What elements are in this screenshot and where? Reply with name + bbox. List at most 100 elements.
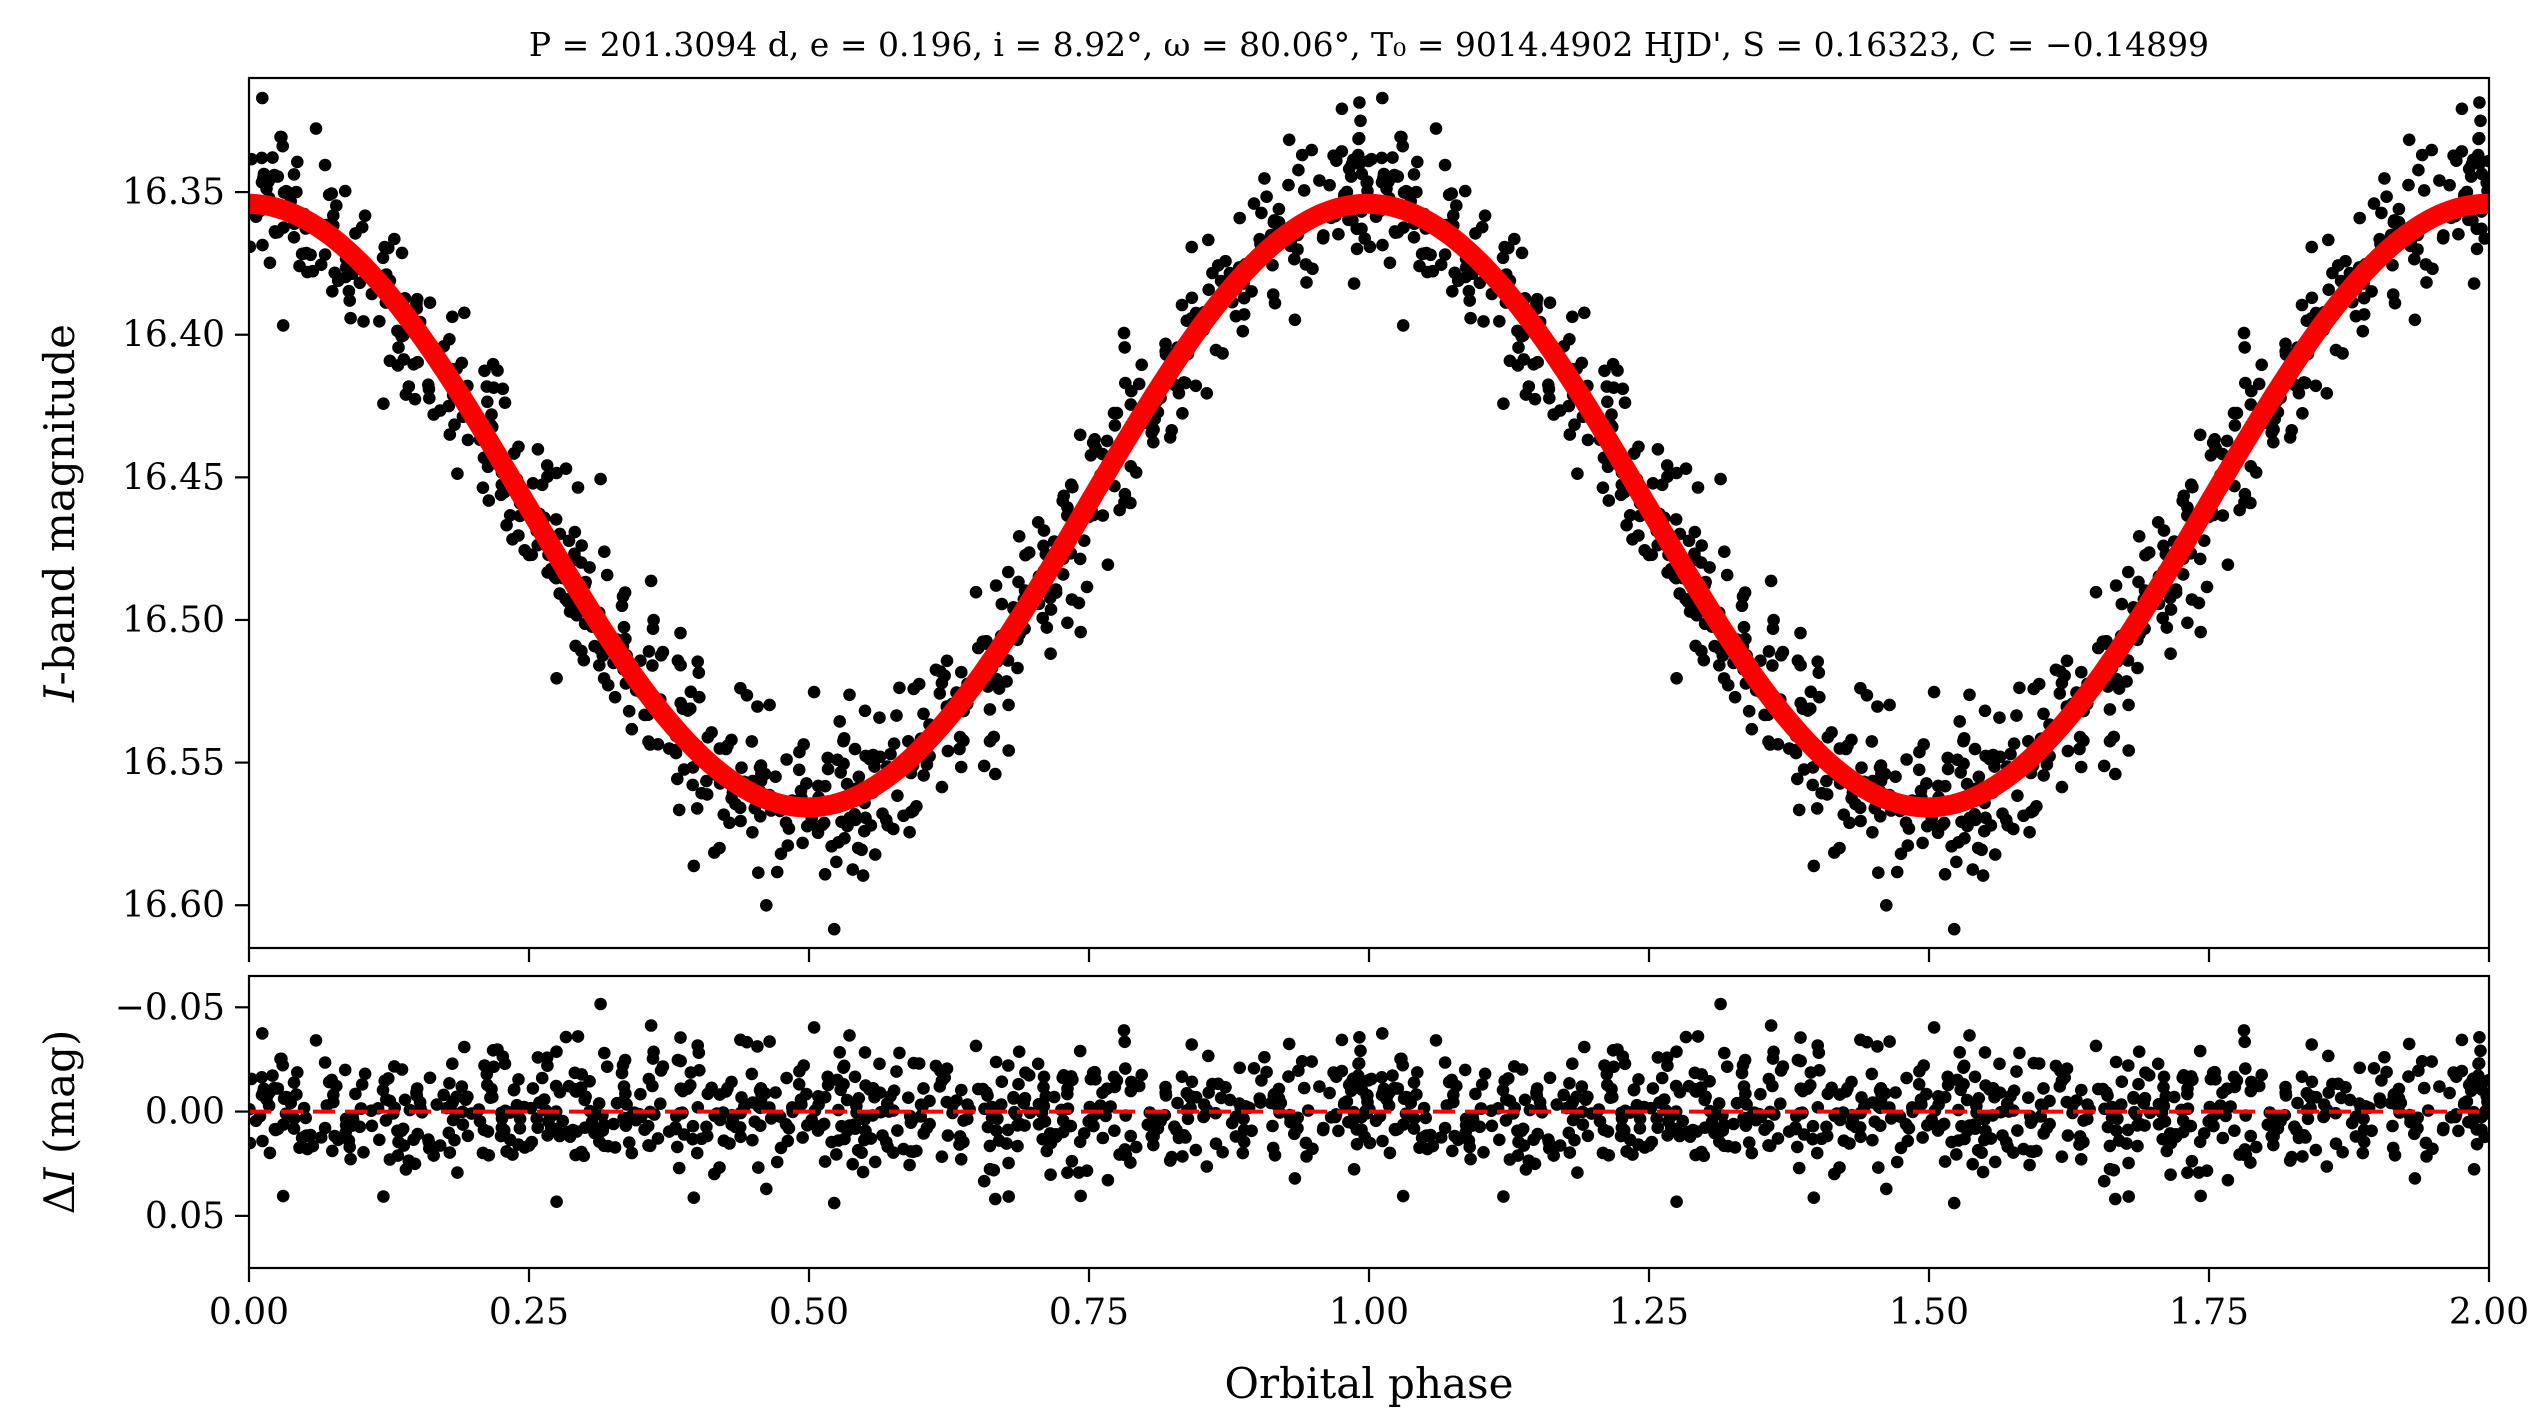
residual-point	[571, 1030, 585, 1043]
residual-point	[891, 1124, 904, 1137]
residual-point	[825, 1135, 838, 1149]
residual-point	[1168, 1120, 1181, 1133]
residual-point	[1670, 1045, 1683, 1058]
residual-point	[2299, 1131, 2312, 1144]
residual-point	[1660, 1051, 1674, 1064]
data-point	[2387, 214, 2401, 227]
residual-point	[1845, 1075, 1858, 1089]
data-point	[797, 738, 810, 751]
residual-point	[859, 1124, 872, 1138]
data-point	[1855, 761, 1868, 774]
data-point	[1941, 751, 1954, 765]
data-point	[2122, 565, 2135, 579]
residual-point	[1118, 1035, 1131, 1049]
data-point	[2122, 698, 2135, 712]
data-point	[647, 613, 660, 627]
data-point	[575, 644, 588, 658]
residual-point	[531, 1051, 545, 1064]
residual-point	[1960, 1093, 1974, 1107]
data-point	[746, 826, 759, 839]
residual-point	[2176, 1071, 2189, 1085]
residual-point	[2317, 1110, 2330, 1124]
residual-point	[2309, 1143, 2323, 1157]
residual-point	[2417, 1081, 2431, 1095]
residual-point	[433, 1139, 447, 1152]
residual-point	[1820, 1129, 1834, 1143]
residual-point	[752, 1161, 765, 1174]
data-point	[2443, 178, 2456, 192]
data-point	[540, 459, 554, 472]
residual-point	[1736, 1058, 1750, 1072]
data-point	[1833, 742, 1847, 755]
data-point	[1646, 477, 1660, 490]
data-point	[500, 518, 513, 532]
data-point	[884, 747, 897, 761]
residual-point	[2303, 1090, 2317, 1104]
residual-point	[1395, 1052, 1408, 1066]
residual-point	[507, 1083, 521, 1097]
residual-point	[1518, 1093, 1532, 1107]
data-point	[2471, 148, 2485, 162]
data-point	[2305, 291, 2319, 305]
data-point	[1011, 661, 1024, 675]
data-point	[549, 513, 563, 526]
data-point	[1272, 202, 1286, 216]
data-point	[2482, 154, 2489, 168]
data-point	[1714, 472, 1727, 486]
data-point	[992, 682, 1006, 695]
residual-point	[2164, 1168, 2177, 1181]
data-point	[2206, 436, 2220, 450]
data-point	[801, 819, 814, 833]
data-point	[821, 762, 835, 776]
residual-point	[1462, 1134, 1476, 1147]
residual-point	[764, 1112, 778, 1125]
residual-point	[1705, 1115, 1719, 1128]
residual-point	[1880, 1182, 1893, 1196]
residual-point	[1968, 1070, 1982, 1084]
residual-point	[1801, 1082, 1815, 1095]
residual-point	[980, 1086, 993, 1099]
residual-point	[448, 1133, 461, 1147]
data-point	[588, 639, 601, 653]
residual-point	[2452, 1124, 2465, 1138]
data-point	[2131, 661, 2144, 675]
x-tick-label: 1.75	[2169, 1292, 2249, 1333]
residual-point	[2433, 1080, 2446, 1093]
residual-point	[318, 1056, 332, 1069]
data-point	[812, 779, 825, 793]
data-point	[2452, 227, 2465, 241]
residual-point	[763, 1035, 776, 1048]
residual-point	[2285, 1150, 2298, 1164]
bottom-y-axis-label: ΔI (mag)	[35, 1030, 84, 1215]
data-point	[1801, 704, 1815, 717]
data-point	[535, 478, 549, 492]
residual-point	[868, 1090, 881, 1104]
residual-point	[446, 1113, 460, 1127]
data-point	[2386, 258, 2399, 272]
residual-point	[1351, 1069, 1365, 1082]
residual-point	[1972, 1092, 1986, 1105]
data-point	[1969, 813, 1982, 827]
residual-point	[1804, 1066, 1818, 1079]
data-point	[255, 91, 269, 105]
residual-point	[834, 1083, 847, 1097]
residual-point	[2075, 1083, 2088, 1097]
data-point	[1764, 574, 1778, 588]
residual-point	[2017, 1142, 2030, 1156]
data-point	[526, 477, 540, 490]
residual-point	[1031, 1057, 1045, 1071]
data-point	[1792, 803, 1806, 817]
residual-point	[456, 1118, 470, 1131]
residual-point	[2237, 1024, 2251, 1037]
residual-point	[530, 1112, 543, 1125]
residual-point	[672, 1161, 686, 1175]
residual-point	[2128, 1105, 2141, 1119]
data-point	[1119, 493, 1133, 507]
residual-point	[1766, 1079, 1779, 1093]
data-point	[1611, 364, 1624, 377]
data-point	[1902, 822, 1916, 835]
residual-point	[1953, 1046, 1966, 1059]
residual-point	[1216, 1145, 1229, 1159]
data-point	[1642, 548, 1656, 562]
data-point	[378, 240, 392, 254]
